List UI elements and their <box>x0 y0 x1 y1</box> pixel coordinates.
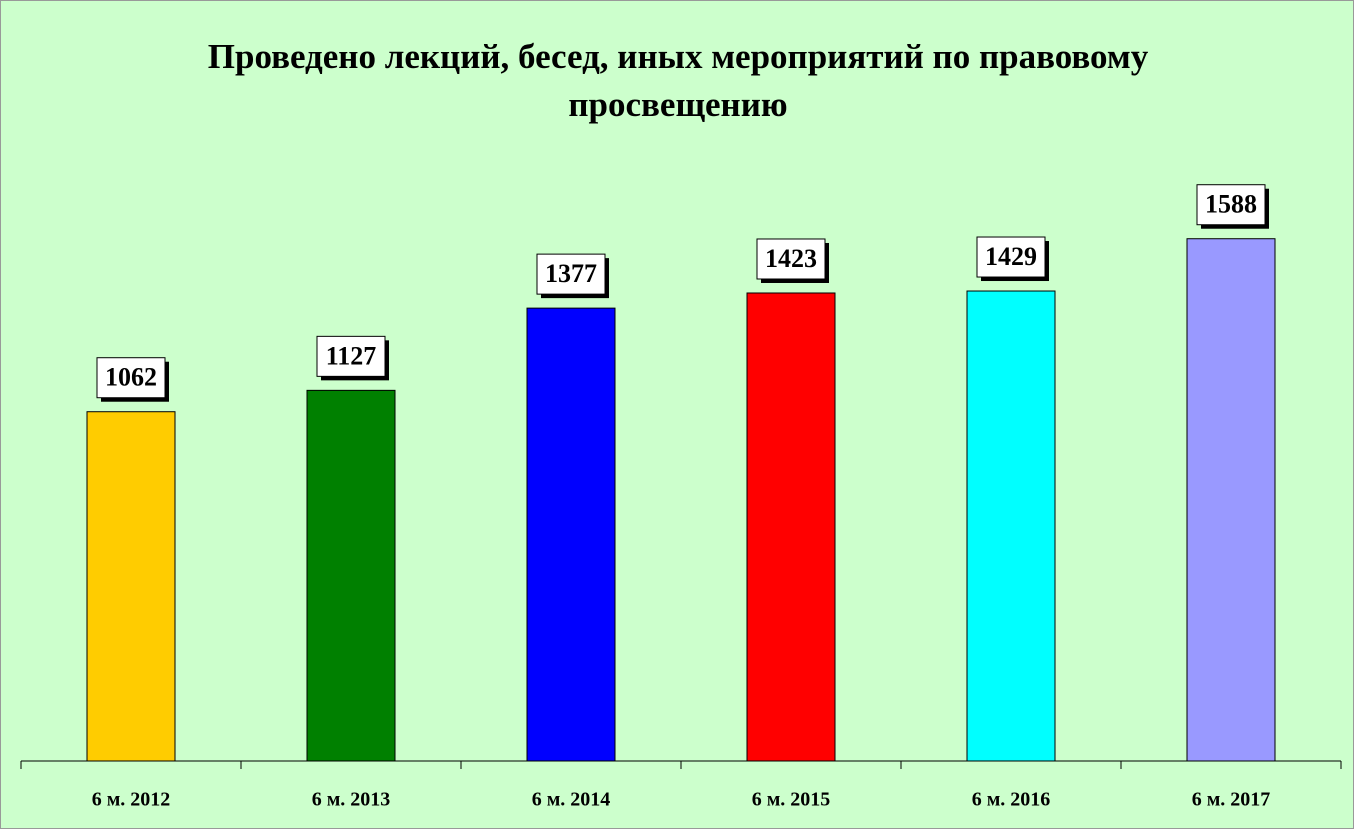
bar <box>966 290 1056 762</box>
chart-title: Проведено лекций, бесед, иных мероприяти… <box>207 37 1149 124</box>
x-tick-label: 6 м. 2017 <box>1192 789 1271 811</box>
label-box <box>316 335 386 377</box>
x-tick-label: 6 м. 2013 <box>312 789 391 811</box>
data-label: 1429 <box>985 242 1037 271</box>
bar <box>746 292 836 762</box>
bar <box>306 389 396 762</box>
x-tick-label: 6 м. 2015 <box>752 789 831 811</box>
data-label: 1127 <box>326 341 377 370</box>
data-label: 1377 <box>545 259 597 288</box>
data-label: 1588 <box>1205 190 1257 219</box>
label-box <box>976 236 1046 278</box>
bar <box>86 411 176 762</box>
x-tick-label: 6 м. 2014 <box>532 789 611 811</box>
x-tick-label: 6 м. 2016 <box>972 789 1051 811</box>
label-box <box>1196 184 1266 226</box>
bar <box>526 307 616 762</box>
label-box <box>96 357 166 399</box>
label-box <box>756 238 826 280</box>
label-box <box>536 253 606 295</box>
data-label: 1062 <box>105 363 157 392</box>
bar <box>1186 238 1276 762</box>
x-tick-label: 6 м. 2012 <box>92 789 171 811</box>
data-label: 1423 <box>765 244 817 273</box>
